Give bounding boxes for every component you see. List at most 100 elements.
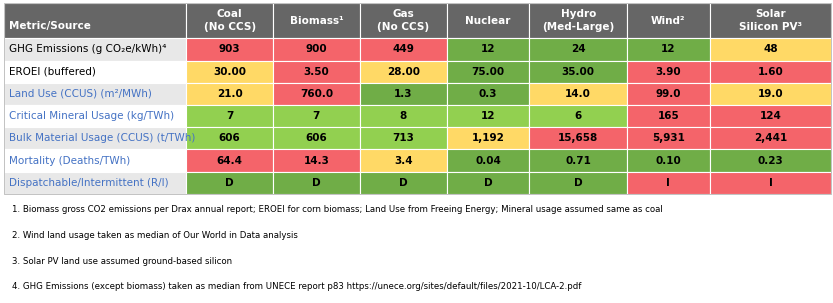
Bar (530, 3, 627, 38)
Bar (627, 172, 710, 194)
Text: 99.0: 99.0 (656, 89, 681, 99)
Text: 1,192: 1,192 (471, 133, 505, 143)
Bar (446, 61, 530, 83)
Bar (710, 149, 831, 172)
Bar (273, 172, 360, 194)
Bar (273, 3, 360, 38)
Text: Dispatchable/Intermittent (R/I): Dispatchable/Intermittent (R/I) (9, 178, 169, 188)
Text: 3. Solar PV land use assumed ground-based silicon: 3. Solar PV land use assumed ground-base… (12, 257, 232, 266)
Bar (530, 127, 627, 149)
Bar (4, 172, 186, 194)
Bar (446, 38, 530, 61)
Text: 19.0: 19.0 (758, 89, 783, 99)
Bar (186, 38, 273, 61)
Text: 8: 8 (400, 111, 407, 121)
Text: Land Use (CCUS) (m²/MWh): Land Use (CCUS) (m²/MWh) (9, 89, 152, 99)
Bar (446, 127, 530, 149)
Text: D: D (484, 178, 492, 188)
Text: Solar
Silicon PV³: Solar Silicon PV³ (739, 9, 802, 32)
Text: 3.4: 3.4 (394, 155, 412, 165)
Bar (710, 172, 831, 194)
Text: Biomass¹: Biomass¹ (290, 16, 343, 26)
Bar (273, 149, 360, 172)
Bar (627, 61, 710, 83)
Bar (186, 3, 273, 38)
Text: D: D (312, 178, 321, 188)
Bar (273, 105, 360, 127)
Bar (530, 83, 627, 105)
Text: Bulk Material Usage (CCUS) (t/TWh): Bulk Material Usage (CCUS) (t/TWh) (9, 133, 196, 143)
Text: 24: 24 (571, 45, 586, 55)
Bar (530, 149, 627, 172)
Text: 12: 12 (481, 111, 496, 121)
Bar (273, 61, 360, 83)
Bar (446, 83, 530, 105)
Text: Gas
(No CCS): Gas (No CCS) (377, 9, 429, 32)
Text: I: I (769, 178, 772, 188)
Text: 3.90: 3.90 (656, 67, 681, 77)
Bar (446, 149, 530, 172)
Bar (273, 127, 360, 149)
Text: 0.10: 0.10 (656, 155, 681, 165)
Text: 1.60: 1.60 (758, 67, 783, 77)
Text: 7: 7 (312, 111, 320, 121)
Bar (627, 105, 710, 127)
Bar (627, 149, 710, 172)
Bar (710, 127, 831, 149)
Text: 0.04: 0.04 (475, 155, 501, 165)
Bar (4, 149, 186, 172)
Text: 7: 7 (226, 111, 233, 121)
Text: 760.0: 760.0 (300, 89, 333, 99)
Bar (530, 38, 627, 61)
Bar (710, 3, 831, 38)
Bar (446, 3, 530, 38)
Bar (710, 105, 831, 127)
Text: 1.3: 1.3 (394, 89, 412, 99)
Text: GHG Emissions (g CO₂e/kWh)⁴: GHG Emissions (g CO₂e/kWh)⁴ (9, 45, 167, 55)
Text: Nuclear: Nuclear (466, 16, 511, 26)
Text: 15,658: 15,658 (558, 133, 598, 143)
Text: 449: 449 (392, 45, 414, 55)
Text: 606: 606 (306, 133, 327, 143)
Bar (627, 83, 710, 105)
Bar (360, 172, 446, 194)
Text: I: I (666, 178, 671, 188)
Text: 0.3: 0.3 (479, 89, 497, 99)
Bar (4, 105, 186, 127)
Bar (4, 61, 186, 83)
Text: 165: 165 (657, 111, 679, 121)
Text: 12: 12 (481, 45, 496, 55)
Text: 0.23: 0.23 (758, 155, 783, 165)
Bar (530, 61, 627, 83)
Text: 0.71: 0.71 (566, 155, 591, 165)
Bar (360, 3, 446, 38)
Text: Critical Mineral Usage (kg/TWh): Critical Mineral Usage (kg/TWh) (9, 111, 174, 121)
Bar (710, 83, 831, 105)
Bar (446, 172, 530, 194)
Bar (530, 172, 627, 194)
Text: 64.4: 64.4 (217, 155, 242, 165)
Bar (4, 38, 186, 61)
Bar (627, 127, 710, 149)
Text: 30.00: 30.00 (213, 67, 246, 77)
Bar (4, 3, 186, 38)
Bar (186, 127, 273, 149)
Text: Mortality (Deaths/TWh): Mortality (Deaths/TWh) (9, 155, 131, 165)
Text: D: D (399, 178, 407, 188)
Bar (360, 105, 446, 127)
Text: 1. Biomass gross CO2 emissions per Drax annual report; EROEI for corn biomass; L: 1. Biomass gross CO2 emissions per Drax … (12, 205, 663, 214)
Bar (627, 38, 710, 61)
Text: 4. GHG Emissions (except biomass) taken as median from UNECE report p83 https://: 4. GHG Emissions (except biomass) taken … (12, 282, 581, 291)
Text: 5,931: 5,931 (652, 133, 685, 143)
Bar (4, 127, 186, 149)
Text: 48: 48 (763, 45, 778, 55)
Bar (360, 149, 446, 172)
Text: 900: 900 (306, 45, 327, 55)
Bar (186, 172, 273, 194)
Text: 903: 903 (219, 45, 241, 55)
Bar (4, 83, 186, 105)
Text: 14.3: 14.3 (303, 155, 329, 165)
Bar (627, 3, 710, 38)
Bar (186, 149, 273, 172)
Text: Wind²: Wind² (651, 16, 686, 26)
